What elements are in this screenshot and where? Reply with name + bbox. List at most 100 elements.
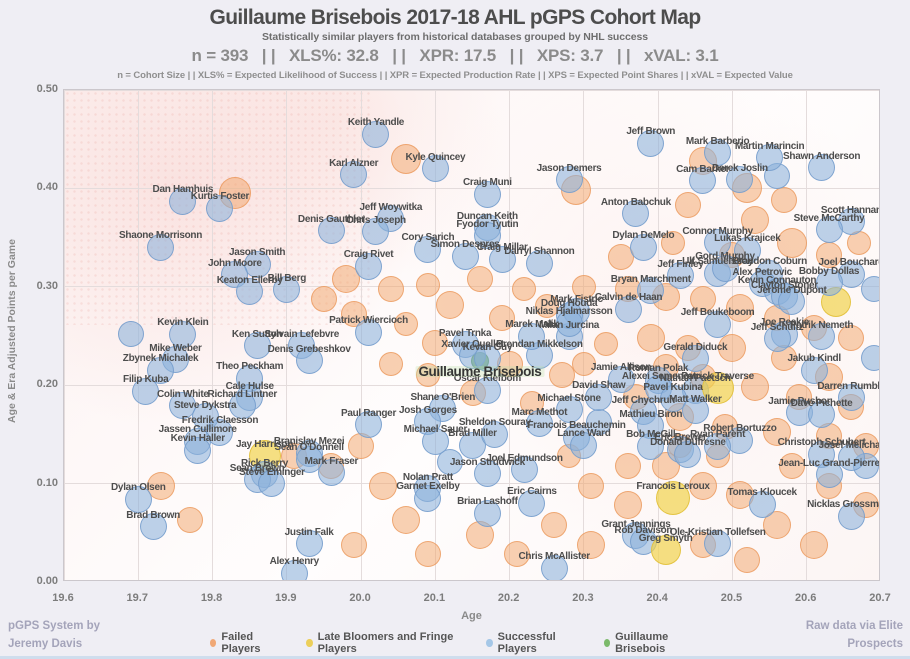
player-label: Shawn Anderson xyxy=(783,150,861,162)
player-bubble xyxy=(666,262,694,290)
player-label: Josh Gorges xyxy=(399,404,457,416)
player-label: Garnet Exelby xyxy=(396,481,460,493)
player-label: Michael Sauer xyxy=(403,424,468,436)
player-label: Kevan Guy xyxy=(462,341,513,353)
cohort-bubble xyxy=(571,351,596,376)
y-axis-title: Age & Era Adjusted Points per Game xyxy=(6,239,18,423)
player-label: Calvin de Haan xyxy=(594,292,663,304)
player-label: Doug Houda xyxy=(540,298,598,310)
legend-item: Successful Players xyxy=(486,631,577,655)
player-bubble xyxy=(473,376,501,404)
player-bubble xyxy=(295,347,323,375)
player-bubble xyxy=(808,154,836,182)
player-label: Christoph Schubert xyxy=(777,437,866,449)
cohort-bubble xyxy=(369,471,398,500)
x-tick-label: 20.5 xyxy=(720,592,743,604)
player-bubble xyxy=(362,218,390,246)
cohort-bubble xyxy=(838,324,865,351)
credit-eliteprospects: Raw data via Elite Prospects xyxy=(806,617,903,653)
player-bubble xyxy=(139,513,167,541)
player-bubble xyxy=(228,392,256,420)
player-bubble xyxy=(414,235,442,263)
player-label: Sean Brown xyxy=(229,462,285,474)
player-label: Fyodor Tyutin xyxy=(456,218,519,230)
player-bubble xyxy=(362,120,390,148)
player-bubble xyxy=(169,320,197,348)
player-bubble xyxy=(614,295,642,323)
cohort-bubble xyxy=(390,143,421,174)
cohort-bubble xyxy=(504,541,531,568)
player-label: Dan Hamhuis xyxy=(152,184,214,196)
player-label: Jeff Beukeboom xyxy=(680,307,755,319)
player-label: Marc Methot xyxy=(511,406,568,418)
player-label: Steve Dykstra xyxy=(173,399,237,411)
player-label: Shane O'Brien xyxy=(410,391,476,403)
cohort-bubble xyxy=(577,530,606,559)
player-bubble xyxy=(473,499,501,527)
player-bubble xyxy=(488,245,516,273)
player-label: Jamie Allison xyxy=(590,362,652,374)
legend-dot-l xyxy=(306,639,313,647)
player-bubble xyxy=(317,459,345,487)
player-label: Theo Peckham xyxy=(216,361,284,373)
legend-label: Successful Players xyxy=(497,631,556,655)
x-tick-label: 19.7 xyxy=(126,592,148,604)
player-label: Derek Joslin xyxy=(711,162,768,174)
player-label: Kurtis Foster xyxy=(190,191,250,203)
player-bubble xyxy=(481,420,509,448)
x-tick-label: 19.6 xyxy=(52,592,74,604)
cohort-bubble xyxy=(661,230,686,255)
player-bubble xyxy=(763,325,791,353)
player-label: Cam Barker xyxy=(676,163,730,175)
player-bubble xyxy=(808,401,836,429)
legend-label: Guillaume Brisebois xyxy=(615,631,669,655)
cohort-bubble xyxy=(585,408,612,435)
cohort-bubble xyxy=(378,351,403,376)
player-label: Dylan DeMelo xyxy=(612,230,675,242)
player-label: Jason Strudwick xyxy=(449,456,525,468)
player-label: Bryan Marchment xyxy=(610,273,691,285)
player-bubble xyxy=(674,440,702,468)
player-bubble xyxy=(280,559,308,580)
player-label: Robert Bortuzzo xyxy=(703,423,777,435)
cohort-bubble xyxy=(688,471,717,500)
player-bubble xyxy=(800,356,828,384)
player-bubble xyxy=(540,554,568,580)
player-label: Patrik Nemeth xyxy=(789,319,854,331)
y-tick-label: 0.20 xyxy=(36,378,58,391)
legend-dot-s xyxy=(486,639,493,647)
player-label: Nolan Pratt xyxy=(402,471,453,483)
player-label: Chris McAllister xyxy=(518,551,591,563)
player-label: Kevin Connauton xyxy=(737,274,817,286)
player-bubble xyxy=(555,166,583,194)
player-bubble xyxy=(808,323,836,351)
cohort-bubble xyxy=(860,344,879,371)
legend-item: Late Bloomers and Fringe Players xyxy=(306,631,460,655)
player-bubble xyxy=(451,242,479,270)
player-label: Lukas Krajicek xyxy=(714,233,781,245)
cohort-bubble xyxy=(415,363,440,388)
player-label: Keith Yandle xyxy=(347,117,405,129)
cohort-bubble xyxy=(422,329,449,356)
player-label: Mark Fraser xyxy=(304,455,359,467)
player-bubble xyxy=(637,277,665,305)
cohort-scatter-plot: Guillaume Brisebois Dan Hamhuis Kurtis Fos… xyxy=(63,89,880,581)
player-label: Mathieu Biron xyxy=(619,408,683,420)
player-label: Craig Rivet xyxy=(343,249,394,261)
player-label: Jeff Finley xyxy=(657,258,704,270)
player-bubble xyxy=(837,208,865,236)
player-label: Jean-Luc Grand-Pierre xyxy=(778,457,880,469)
cohort-bubble xyxy=(571,274,596,299)
player-label: Brendan Mikkelson xyxy=(496,338,583,350)
player-label: Tomas Kloucek xyxy=(727,487,798,499)
player-label: Jeff Brown xyxy=(626,126,676,138)
player-bubble xyxy=(629,233,657,261)
cohort-bubble xyxy=(391,506,420,534)
y-gridline xyxy=(64,90,879,91)
player-bubble xyxy=(295,530,323,558)
legend-item: Failed Players xyxy=(210,631,280,655)
player-label: Xavier Ouellet xyxy=(441,338,504,350)
player-bubble xyxy=(473,180,501,208)
player-bubble xyxy=(132,377,160,405)
y-gridline xyxy=(64,483,879,485)
